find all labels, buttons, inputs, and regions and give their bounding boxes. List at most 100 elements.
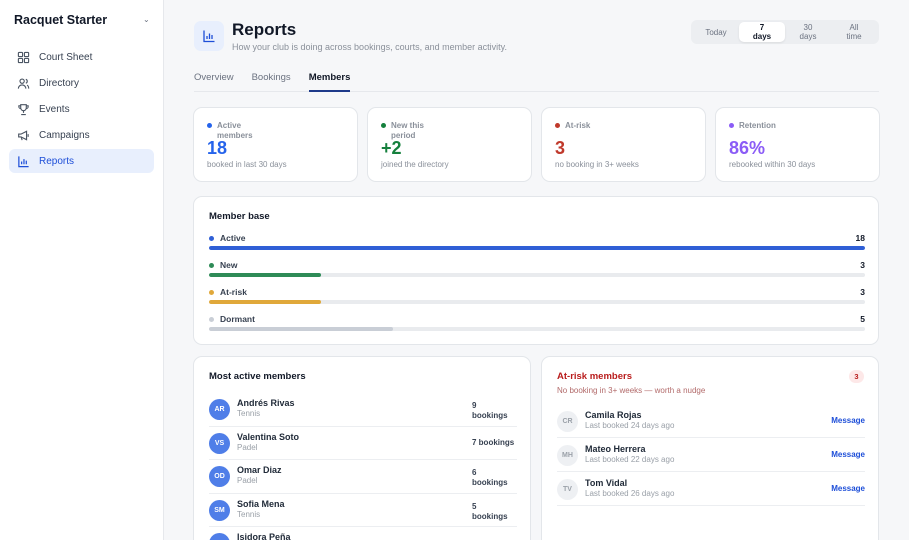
sidebar-item-label: Events (39, 103, 70, 115)
status-dot (381, 123, 386, 128)
at-risk-subtitle: No booking in 3+ weeks — worth a nudge (557, 386, 706, 395)
member-base-row-new: New 3 (209, 260, 865, 282)
sidebar-item-campaigns[interactable]: Campaigns (9, 123, 154, 147)
sidebar-item-events[interactable]: Events (9, 97, 154, 121)
status-dot (729, 123, 734, 128)
page-subtitle: How your club is doing across bookings, … (232, 42, 507, 52)
member-name: Isidora Peña (237, 532, 291, 540)
range-7-days-button[interactable]: 7 days (739, 22, 785, 42)
chevron-down-icon[interactable]: ⌄ (143, 15, 150, 24)
megaphone-icon (18, 129, 29, 141)
list-item[interactable]: VS Valentina Soto Padel 7 bookings (209, 427, 517, 460)
booking-count: 7 bookings (472, 437, 515, 447)
status-dot (209, 262, 214, 268)
last-booked: Last booked 26 days ago (585, 489, 675, 498)
sidebar-item-label: Directory (39, 77, 80, 89)
member-base-row-dormant: Dormant 5 (209, 314, 865, 336)
booking-count: 5 bookings (472, 501, 508, 521)
at-risk-list: CR Camila Rojas Last booked 24 days ago … (557, 404, 865, 506)
bar-chart-icon (18, 155, 29, 167)
grid-icon (17, 51, 30, 63)
member-name: Camila Rojas (585, 410, 642, 420)
member-name: Tom Vidal (585, 478, 628, 488)
kpi-value: +2 (381, 138, 402, 158)
tab-members[interactable]: Members (308, 72, 351, 92)
range-30-days-button[interactable]: 30 days (799, 23, 817, 41)
sidebar-item-label: Court Sheet (39, 51, 93, 63)
trophy-icon (18, 103, 29, 115)
progress-fill (209, 300, 321, 304)
avatar: VS (209, 432, 230, 454)
sidebar-item-label: Campaigns (39, 129, 90, 141)
member-name: Sofia Mena (237, 498, 285, 509)
at-risk-title: At-risk members (557, 371, 632, 382)
kpi-caption: no booking in 3+ weeks (555, 160, 639, 169)
message-button[interactable]: Message (831, 450, 865, 459)
member-sport: Tennis (237, 509, 261, 519)
main-content: Reports How your club is doing across bo… (164, 0, 909, 540)
sidebar-item-label: Reports (39, 155, 75, 167)
booking-count: 6 bookings (472, 468, 508, 487)
kpi-active-members: Active members 18 booked in last 30 days (193, 107, 358, 182)
list-item[interactable]: IP Isidora Peña (209, 527, 517, 540)
member-name: Mateo Herrera (585, 444, 646, 454)
kpi-caption: joined the directory (381, 160, 449, 169)
last-booked: Last booked 22 days ago (585, 455, 675, 464)
list-item: MH Mateo Herrera Last booked 22 days ago… (557, 438, 865, 472)
most-active-list: AR Andrés Rivas Tennis 9 bookings VS Vale… (209, 393, 517, 540)
count-badge: 3 (849, 370, 864, 383)
progress-track (209, 300, 865, 304)
member-base-card: Member base Active 18 New 3 At-risk 3 Do… (193, 196, 879, 345)
progress-track (209, 273, 865, 277)
reports-icon (194, 21, 224, 51)
users-icon (17, 77, 30, 89)
range-today-button[interactable]: Today (705, 27, 727, 37)
progress-track (209, 246, 865, 250)
club-name[interactable]: Racquet Starter (14, 13, 108, 27)
status-dot (555, 123, 560, 128)
list-item[interactable]: OD Omar Diaz Padel 6 bookings (209, 460, 517, 494)
message-button[interactable]: Message (831, 484, 865, 493)
status-dot (209, 316, 214, 322)
kpi-value: 18 (207, 138, 228, 158)
most-active-members-card: Most active members AR Andrés Rivas Tenn… (193, 356, 531, 540)
avatar: SM (209, 499, 230, 521)
avatar: OD (209, 466, 230, 487)
progress-track (209, 327, 865, 331)
tab-bookings[interactable]: Bookings (251, 72, 291, 83)
progress-fill (209, 327, 393, 331)
member-base-row-at-risk: At-risk 3 (209, 287, 865, 309)
list-item[interactable]: AR Andrés Rivas Tennis 9 bookings (209, 393, 517, 427)
member-sport: Tennis (237, 409, 261, 418)
date-range-selector: Today 7 days 30 days All time (691, 20, 879, 44)
sidebar: Racquet Starter ⌄ Court Sheet Directory … (0, 0, 164, 540)
range-all-time-button[interactable]: All time (846, 23, 862, 41)
sidebar-item-directory[interactable]: Directory (9, 71, 154, 95)
member-name: Valentina Soto (237, 431, 300, 442)
at-risk-members-card: At-risk members No booking in 3+ weeks —… (541, 356, 879, 540)
kpi-value: 3 (555, 138, 566, 158)
sidebar-nav: Court Sheet Directory Events Campaigns R… (9, 45, 154, 175)
avatar: TV (557, 479, 578, 500)
sidebar-item-court-sheet[interactable]: Court Sheet (9, 45, 154, 69)
sidebar-item-reports[interactable]: Reports (9, 149, 154, 173)
member-sport: Padel (237, 442, 258, 452)
list-item: TV Tom Vidal Last booked 26 days ago Mes… (557, 472, 865, 506)
list-item: CR Camila Rojas Last booked 24 days ago … (557, 404, 865, 438)
kpi-at-risk: At-risk 3 no booking in 3+ weeks (541, 107, 706, 182)
status-dot (209, 235, 214, 241)
status-dot (207, 123, 212, 128)
member-sport: Padel (237, 476, 258, 485)
member-base-title: Member base (209, 211, 270, 222)
avatar: CR (557, 411, 578, 432)
kpi-caption: booked in last 30 days (207, 160, 287, 169)
tab-overview[interactable]: Overview (194, 72, 234, 83)
last-booked: Last booked 24 days ago (585, 421, 675, 430)
progress-fill (209, 273, 321, 277)
message-button[interactable]: Message (831, 416, 865, 425)
avatar: IP (209, 533, 230, 540)
list-item[interactable]: SM Sofia Mena Tennis 5 bookings (209, 494, 517, 527)
avatar: MH (557, 445, 578, 466)
kpi-caption: rebooked within 30 days (729, 160, 816, 169)
avatar: AR (209, 399, 230, 420)
